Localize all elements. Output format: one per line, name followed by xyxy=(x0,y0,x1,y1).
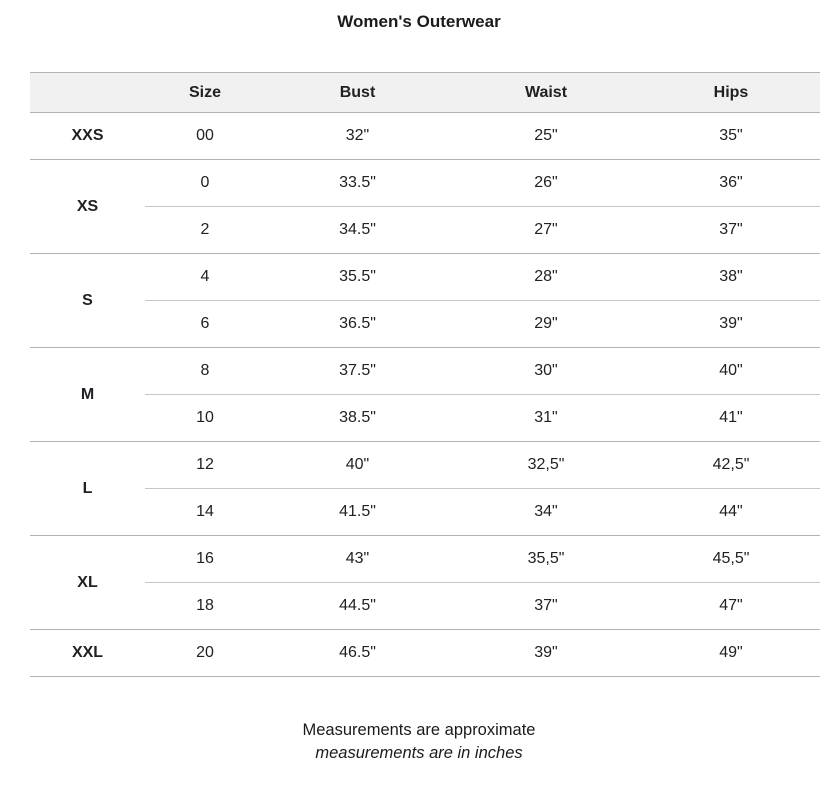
size-group-label-xs: XS xyxy=(30,159,145,254)
cell-waist: 30" xyxy=(450,347,642,395)
cell-hips: 44" xyxy=(642,488,820,536)
cell-size: 0 xyxy=(145,159,265,207)
footer-note: Measurements are approximate measurement… xyxy=(0,719,838,765)
cell-waist: 35,5" xyxy=(450,535,642,583)
cell-size: 2 xyxy=(145,206,265,254)
header-row: Size Bust Waist Hips xyxy=(30,72,820,113)
column-header-hips: Hips xyxy=(642,72,820,113)
cell-hips: 39" xyxy=(642,300,820,348)
cell-waist: 29" xyxy=(450,300,642,348)
table-row: 14 41.5" 34" 44" xyxy=(30,488,820,536)
cell-bust: 37.5" xyxy=(265,347,450,395)
table-header: Size Bust Waist Hips xyxy=(30,72,820,113)
cell-size: 8 xyxy=(145,347,265,395)
column-header-blank xyxy=(30,72,145,113)
cell-hips: 42,5" xyxy=(642,441,820,489)
table-row: L 12 40" 32,5" 42,5" xyxy=(30,441,820,536)
cell-hips: 45,5" xyxy=(642,535,820,583)
cell-hips: 40" xyxy=(642,347,820,395)
cell-size: 10 xyxy=(145,394,265,442)
table-row: XXS 00 32" 25" 35" xyxy=(30,112,820,160)
table-row: 10 38.5" 31" 41" xyxy=(30,394,820,442)
cell-hips: 35" xyxy=(642,112,820,160)
size-group-label-xl: XL xyxy=(30,535,145,630)
cell-bust: 43" xyxy=(265,535,450,583)
cell-waist: 32,5" xyxy=(450,441,642,489)
cell-hips: 37" xyxy=(642,206,820,254)
cell-waist: 31" xyxy=(450,394,642,442)
cell-hips: 47" xyxy=(642,582,820,630)
size-chart-table: Size Bust Waist Hips XXS 00 32" 25" 35" XS 0 33.5"… xyxy=(30,72,820,677)
cell-waist: 39" xyxy=(450,629,642,677)
cell-bust: 36.5" xyxy=(265,300,450,348)
cell-hips: 36" xyxy=(642,159,820,207)
footer-line-units: measurements are in inches xyxy=(315,744,523,762)
column-header-bust: Bust xyxy=(265,72,450,113)
cell-bust: 32" xyxy=(265,112,450,160)
cell-waist: 27" xyxy=(450,206,642,254)
cell-hips: 49" xyxy=(642,629,820,677)
cell-waist: 25" xyxy=(450,112,642,160)
cell-bust: 46.5" xyxy=(265,629,450,677)
cell-waist: 37" xyxy=(450,582,642,630)
table-row: XS 0 33.5" 26" 36" xyxy=(30,159,820,254)
cell-bust: 33.5" xyxy=(265,159,450,207)
table-row: XL 16 43" 35,5" 45,5" xyxy=(30,535,820,630)
cell-size: 16 xyxy=(145,535,265,583)
footer-line-approximate: Measurements are approximate xyxy=(302,721,536,739)
cell-bust: 44.5" xyxy=(265,582,450,630)
table-row: 6 36.5" 29" 39" xyxy=(30,300,820,348)
table-body: XXS 00 32" 25" 35" XS 0 33.5" 26" 36" 2 34.5" 27" 37"… xyxy=(30,112,820,677)
cell-bust: 35.5" xyxy=(265,253,450,301)
size-chart-page: Women's Outerwear Size Bust Waist Hips XXS 0… xyxy=(0,12,838,765)
cell-waist: 26" xyxy=(450,159,642,207)
cell-size: 6 xyxy=(145,300,265,348)
cell-size: 12 xyxy=(145,441,265,489)
cell-size: 18 xyxy=(145,582,265,630)
cell-bust: 38.5" xyxy=(265,394,450,442)
cell-size: 4 xyxy=(145,253,265,301)
column-header-size: Size xyxy=(145,72,265,113)
cell-waist: 34" xyxy=(450,488,642,536)
column-header-waist: Waist xyxy=(450,72,642,113)
size-group-label-l: L xyxy=(30,441,145,536)
table-row: XXL 20 46.5" 39" 49" xyxy=(30,629,820,677)
table-row: 18 44.5" 37" 47" xyxy=(30,582,820,630)
size-group-label-m: M xyxy=(30,347,145,442)
page-title: Women's Outerwear xyxy=(337,12,501,31)
table-row: M 8 37.5" 30" 40" xyxy=(30,347,820,442)
cell-size: 20 xyxy=(145,629,265,677)
cell-bust: 41.5" xyxy=(265,488,450,536)
cell-size: 00 xyxy=(145,112,265,160)
size-group-label-xxs: XXS xyxy=(30,112,145,160)
cell-hips: 41" xyxy=(642,394,820,442)
cell-waist: 28" xyxy=(450,253,642,301)
cell-hips: 38" xyxy=(642,253,820,301)
size-group-label-xxl: XXL xyxy=(30,629,145,677)
cell-bust: 34.5" xyxy=(265,206,450,254)
cell-size: 14 xyxy=(145,488,265,536)
table-row: S 4 35.5" 28" 38" xyxy=(30,253,820,348)
cell-bust: 40" xyxy=(265,441,450,489)
size-group-label-s: S xyxy=(30,253,145,348)
table-row: 2 34.5" 27" 37" xyxy=(30,206,820,254)
